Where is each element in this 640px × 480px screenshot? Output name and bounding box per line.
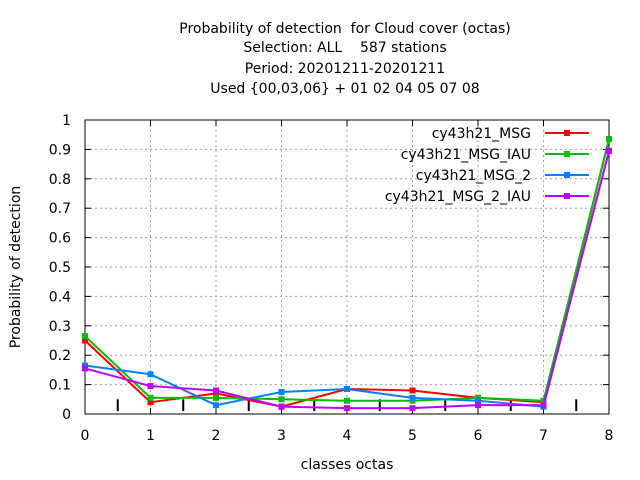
data-point [344,397,350,404]
y-tick-label: 0.4 [49,289,71,305]
legend-marker [564,172,570,178]
data-point [82,365,88,372]
title-line-2: Selection: ALL 587 stations [243,40,447,56]
data-point [213,394,219,401]
data-point [213,402,219,409]
legend-marker [564,130,570,136]
data-point [147,399,154,406]
class-boundary-markers [116,399,578,412]
data-point [147,394,154,401]
y-tick-label: 0.8 [49,172,71,188]
data-point [475,402,481,409]
data-point [344,405,350,412]
y-tick-label: 0.7 [49,201,71,217]
y-tick-label: 0.2 [49,348,71,364]
title-line-1: Probability of detection for Cloud cover… [179,21,511,37]
legend-marker [564,193,570,199]
legend-label: cy43h21_MSG [432,126,531,142]
y-tick-label: 0.6 [49,231,71,247]
x-tick-label: 1 [146,428,155,444]
data-point [147,371,154,378]
data-point [278,388,285,395]
x-tick-label: 2 [212,428,221,444]
x-tick-label: 3 [277,428,286,444]
data-point [147,383,154,390]
data-point [475,397,481,404]
data-point [409,387,416,394]
data-point [606,147,612,154]
x-tick-label: 6 [474,428,483,444]
data-point [540,402,547,409]
x-tick-label: 5 [408,428,417,444]
data-point [213,387,219,394]
series-cy43h21_MSG_IAU [82,136,612,404]
title-line-3: Period: 20201211-20201211 [244,61,446,77]
data-point [540,397,547,404]
y-tick-label: 0 [62,407,71,423]
legend-label: cy43h21_MSG_2 [416,168,531,184]
y-tick-label: 0.3 [49,319,71,335]
data-point [82,337,88,344]
title-line-4: Used {00,03,06} + 01 02 04 05 07 08 [210,81,480,97]
legend: cy43h21_MSG cy43h21_MSG_IAU cy43h21_MSG_2c… [385,126,589,205]
data-point [409,394,416,401]
data-point [344,386,350,393]
y-tick-label: 0.9 [49,142,71,158]
legend-label: cy43h21_MSG_IAU [401,147,531,163]
data-point [82,333,88,340]
legend-marker [564,151,570,157]
y-tick-label: 1 [62,113,71,129]
x-tick-label: 7 [539,428,548,444]
series-layer [82,136,612,412]
x-tick-label: 8 [605,428,614,444]
data-point [606,136,612,143]
x-tick-label: 4 [343,428,352,444]
data-point [278,403,285,410]
data-point [409,405,416,412]
data-point [278,396,285,403]
y-tick-label: 0.5 [49,260,71,276]
y-tick-label: 0.1 [49,378,71,394]
x-tick-label: 0 [81,428,90,444]
y-axis-label: Probability of detection [8,186,24,349]
series-cy43h21_MSG [82,136,612,410]
grid [85,120,609,414]
x-axis-label: classes octas [301,457,394,473]
axis-ticks: 0 0.1 0.2 0.3 0.4 0.5 0.6 0.7 0.8 0.9 1 0 1 2 3 4 5 6 7 8 [49,113,614,444]
series-cy43h21_MSG_2_IAU [82,147,612,412]
legend-label: cy43h21_MSG_2_IAU [385,189,531,205]
